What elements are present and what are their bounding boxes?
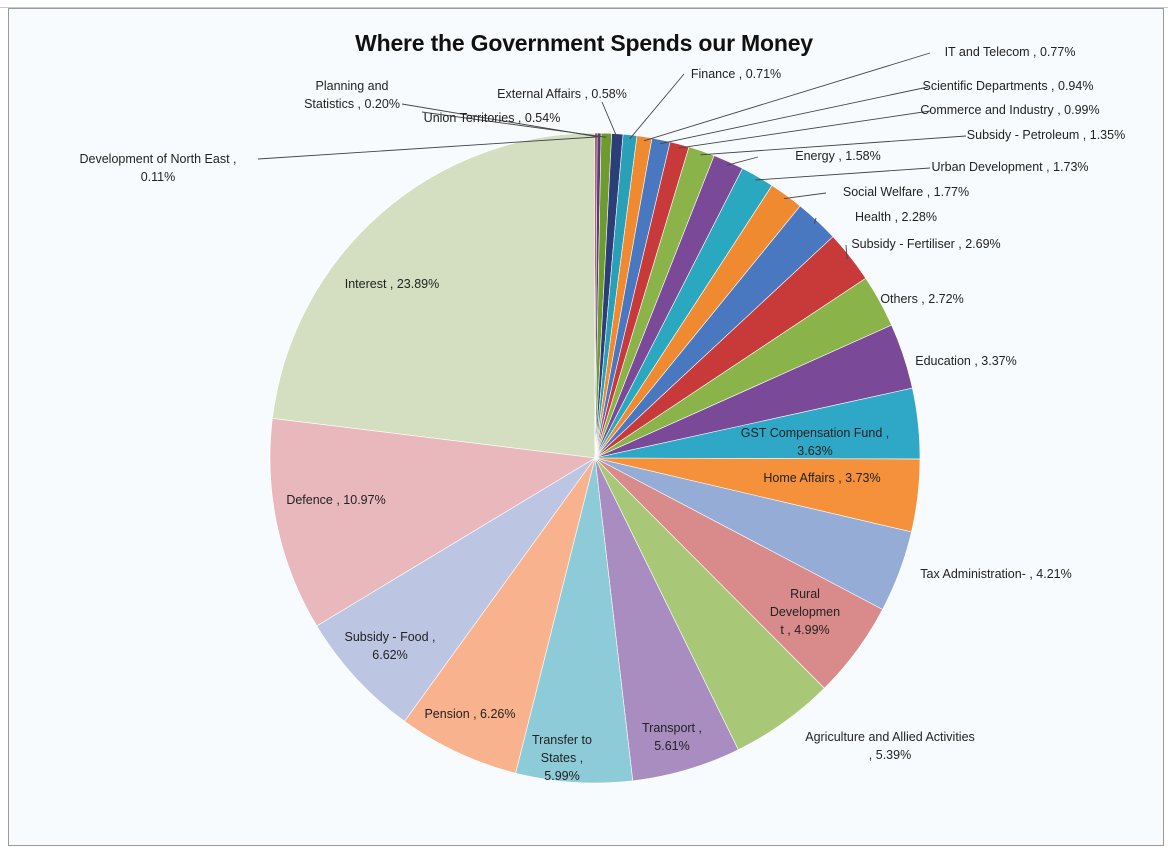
leader-line-subsidy-petroleum (700, 135, 967, 156)
slice-label-social-welfare: Social Welfare , 1.77% (843, 185, 969, 199)
slice-label-union-territories: Union Territories , 0.54% (424, 111, 561, 125)
window-top-edge (0, 0, 1168, 8)
slice-label-gst-compensation-fund: GST Compensation Fund , 3.63% (741, 426, 889, 458)
slice-label-urban-development: Urban Development , 1.73% (931, 160, 1088, 174)
pie-slice-subsidy-food (316, 457, 596, 722)
leader-line-energy (726, 156, 759, 166)
slice-label-finance: Finance , 0.71% (691, 67, 781, 81)
slice-label-external-affairs: External Affairs , 0.58% (497, 87, 627, 101)
slice-label-home-affairs: Home Affairs , 3.73% (763, 471, 880, 485)
leader-line-social-welfare (783, 192, 827, 200)
pie-slice-interest (272, 132, 596, 459)
slice-label-education: Education , 3.37% (915, 354, 1016, 368)
leader-line-development-of-north-east (257, 136, 597, 160)
slice-label-it-and-telecom: IT and Telecom , 0.77% (945, 45, 1076, 59)
slice-label-energy: Energy , 1.58% (795, 149, 880, 163)
leader-line-finance (629, 73, 685, 140)
slice-label-others: Others , 2.72% (880, 292, 963, 306)
slice-label-commerce-and-industry: Commerce and Industry , 0.99% (920, 103, 1099, 117)
slice-label-health: Health , 2.28% (855, 210, 937, 224)
slice-label-pension: Pension , 6.26% (424, 707, 515, 721)
slice-label-defence: Defence , 10.97% (286, 493, 385, 507)
leader-line-it-and-telecom (643, 52, 931, 142)
slice-label-scientific-departments: Scientific Departments , 0.94% (923, 79, 1094, 93)
leader-line-external-affairs (601, 101, 618, 138)
slice-label-subsidy-fertiliser: Subsidy - Fertiliser , 2.69% (851, 237, 1000, 251)
chart-title: Where the Government Spends our Money (355, 30, 813, 56)
slice-label-interest: Interest , 23.89% (345, 277, 440, 291)
slice-label-subsidy-food: Subsidy - Food , 6.62% (344, 630, 435, 662)
pie-slice-defence (269, 418, 596, 627)
slice-label-rural-development: Rural Developmen t , 4.99% (770, 587, 840, 637)
slice-label-planning-and-statistics: Planning and Statistics , 0.20% (304, 79, 400, 111)
slice-label-agriculture-and-allied-activities: Agriculture and Allied Activities, 5.39% (805, 730, 975, 762)
pie-slice-pension (404, 457, 596, 774)
leader-line-union-territories (421, 111, 607, 138)
slice-label-tax-administration: Tax Administration- , 4.21% (920, 567, 1071, 581)
slice-label-subsidy-petroleum: Subsidy - Petroleum , 1.35% (967, 128, 1125, 142)
leader-line-urban-development (755, 167, 931, 181)
leader-line-commerce-and-industry (678, 110, 931, 149)
leader-line-subsidy-fertiliser (845, 244, 848, 260)
slice-label-transport: Transport , 5.61% (642, 721, 702, 753)
leader-line-scientific-departments (660, 86, 929, 145)
slice-label-transfer-to-states: Transfer to States , 5.99% (532, 733, 592, 783)
slice-label-development-of-north-east: Development of North East , 0.11% (79, 152, 236, 184)
leader-line-health (813, 217, 817, 224)
